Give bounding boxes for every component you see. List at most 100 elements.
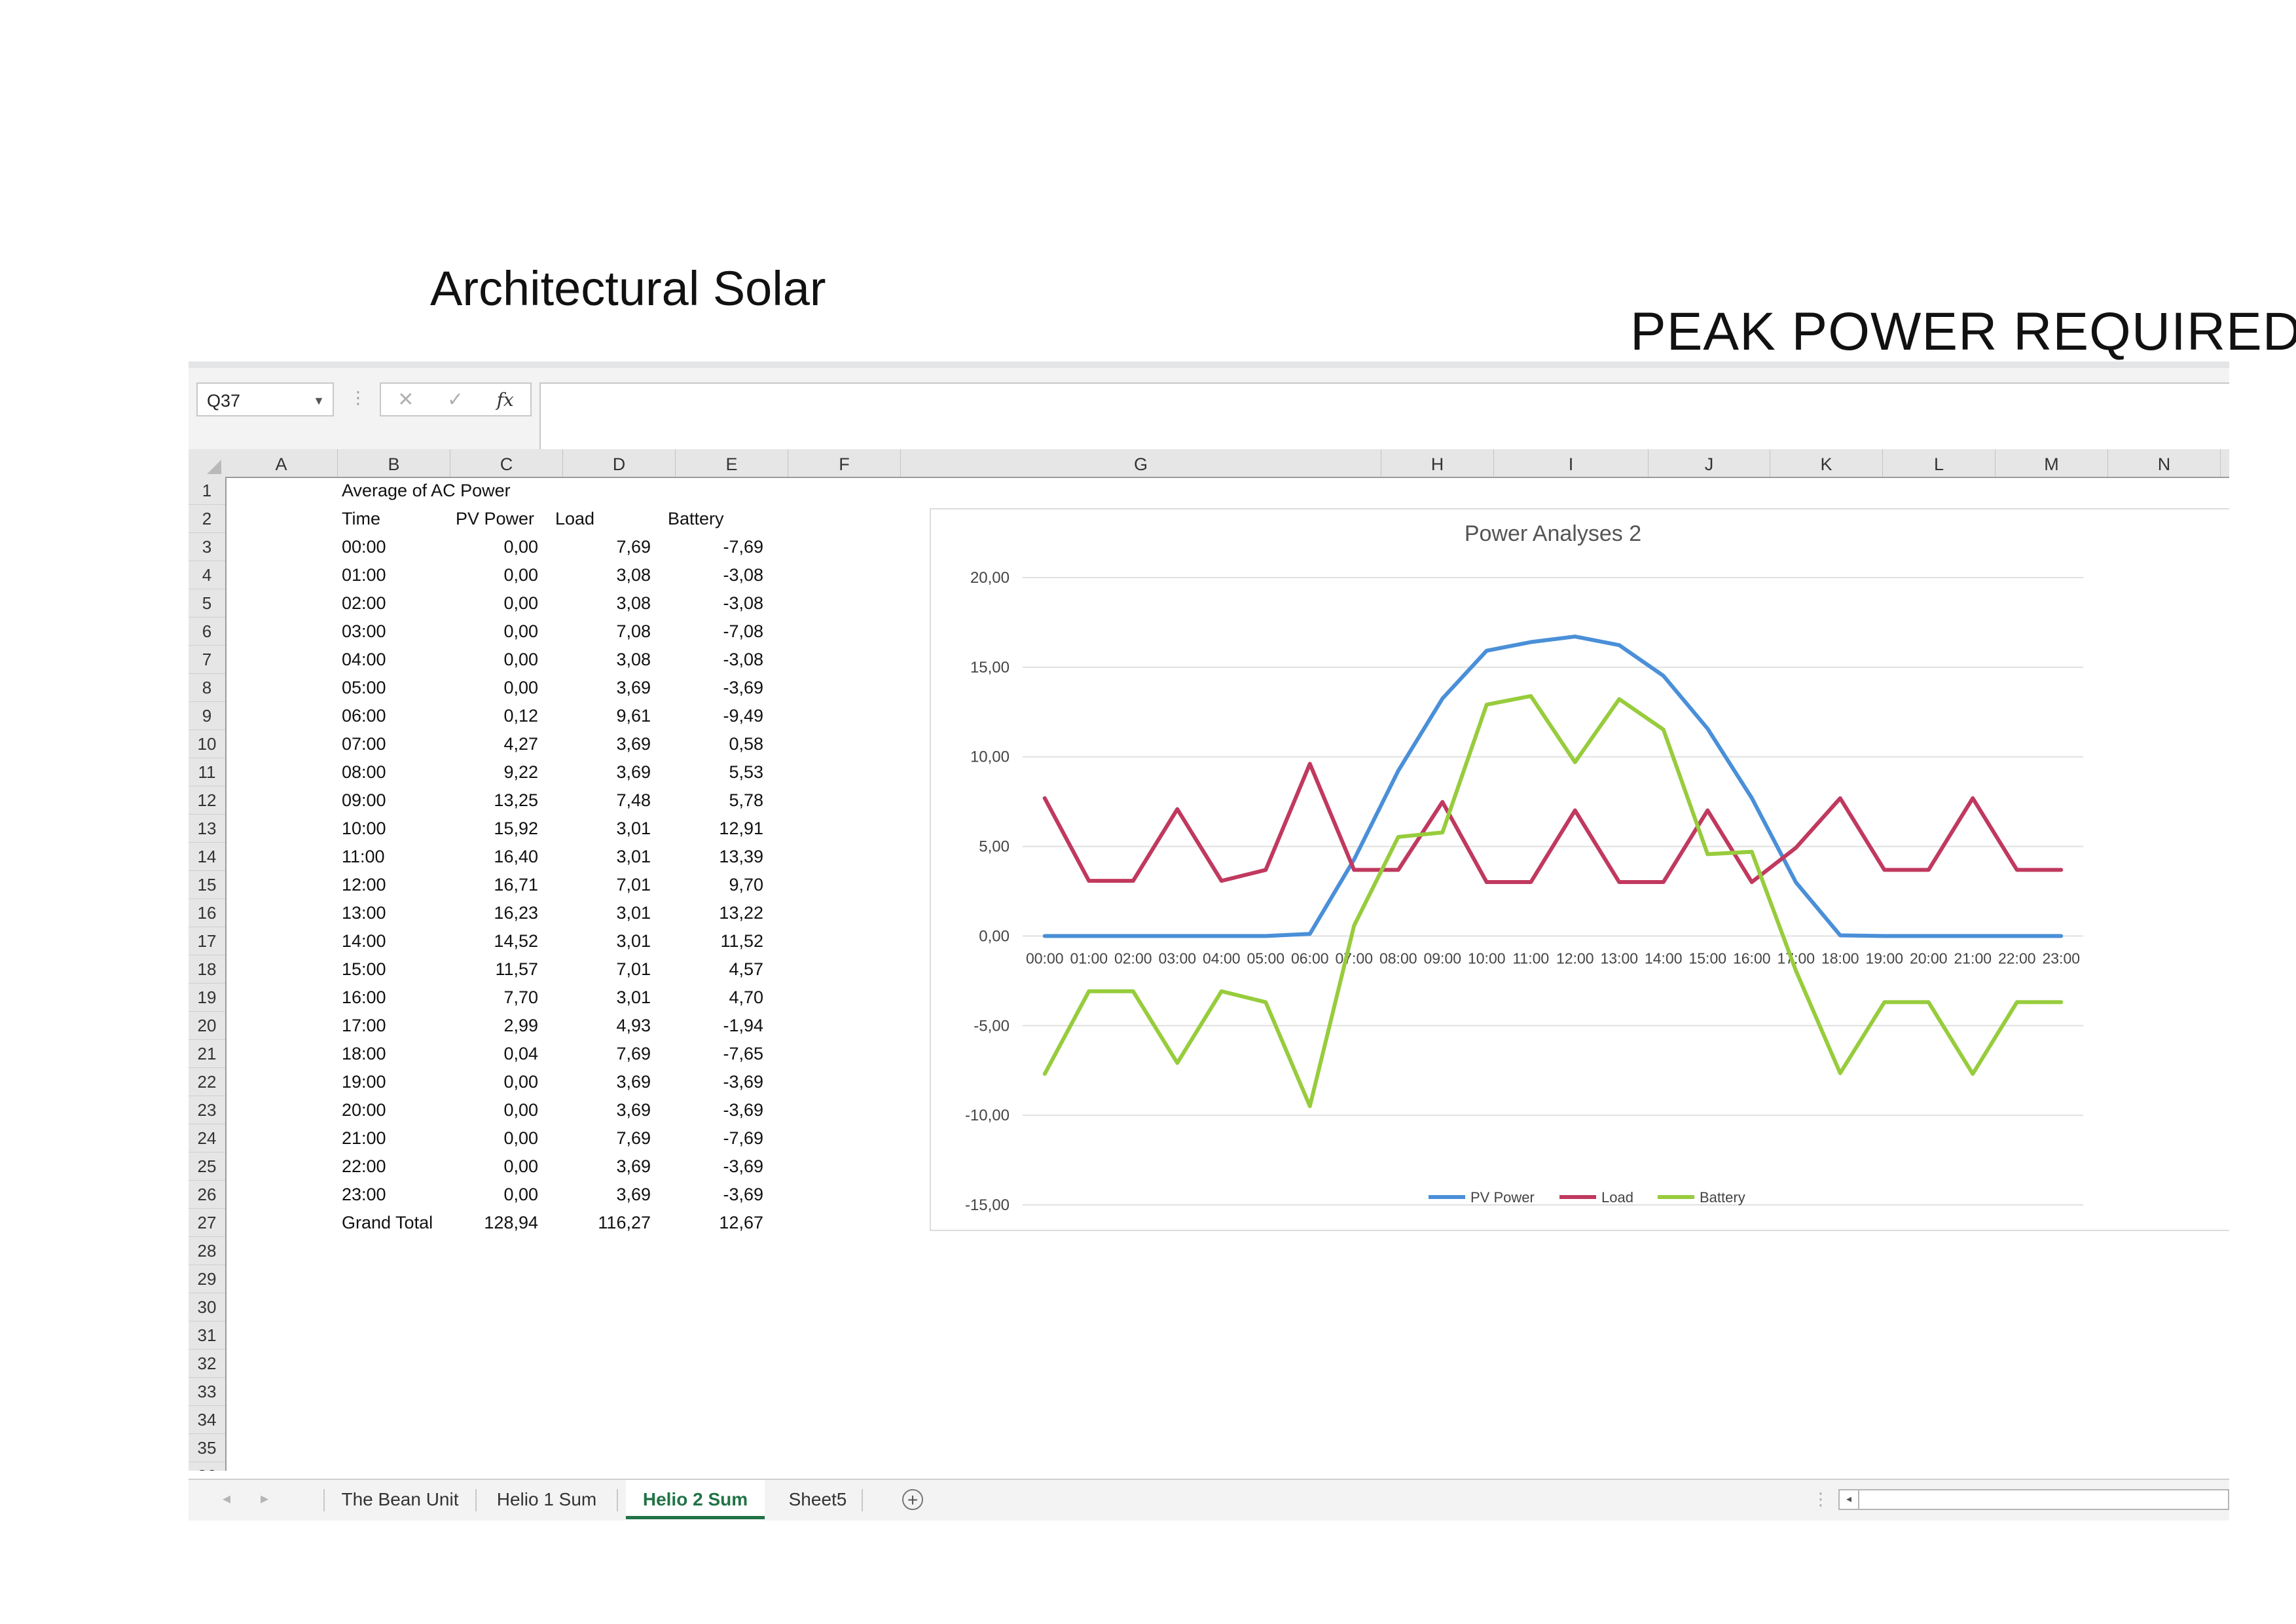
x-tick-label: 06:00 xyxy=(1291,950,1329,967)
row-header[interactable]: 26 xyxy=(189,1181,225,1209)
column-header[interactable]: F xyxy=(788,449,901,477)
legend-label: Battery xyxy=(1700,1189,1745,1206)
pivot-battery-cell: -3,69 xyxy=(723,1156,763,1176)
x-tick-label: 21:00 xyxy=(1954,950,1992,967)
row-header[interactable]: 25 xyxy=(189,1153,225,1181)
pivot-time-cell: 06:00 xyxy=(342,706,386,726)
select-all-button[interactable] xyxy=(189,449,226,478)
chevron-down-icon[interactable]: ▼ xyxy=(313,394,325,407)
tab-sheet5[interactable]: Sheet5 xyxy=(788,1489,847,1509)
row-header[interactable]: 7 xyxy=(189,646,225,674)
row-header[interactable]: 10 xyxy=(189,730,225,758)
column-header[interactable]: L xyxy=(1883,449,1995,477)
pivot-time-cell: 02:00 xyxy=(342,593,386,613)
row-header[interactable]: 1 xyxy=(189,477,225,505)
row-header[interactable]: 4 xyxy=(189,561,225,589)
row-header[interactable]: 17 xyxy=(189,927,225,955)
row-header[interactable]: 13 xyxy=(189,815,225,843)
scroll-left-icon[interactable]: ◂ xyxy=(1840,1490,1859,1509)
row-header[interactable]: 14 xyxy=(189,843,225,871)
column-header[interactable]: J xyxy=(1649,449,1770,477)
row-header[interactable]: 11 xyxy=(189,758,225,786)
row-header[interactable]: 28 xyxy=(189,1237,225,1265)
pivot-header: Load xyxy=(555,509,595,528)
column-header[interactable]: G xyxy=(901,449,1381,477)
row-header[interactable]: 35 xyxy=(189,1434,225,1462)
pivot-load-cell: 7,69 xyxy=(616,1128,651,1148)
cell-area[interactable]: Power Analyses 2 20,00 15,00 10,00 5,00 0,00 -… xyxy=(225,477,2229,1471)
close-icon[interactable]: ✕ xyxy=(397,388,414,411)
pivot-battery-cell: 4,57 xyxy=(729,959,763,979)
formula-input[interactable] xyxy=(539,382,2229,451)
pivot-load-cell: 3,01 xyxy=(616,903,651,923)
x-tick-label: 03:00 xyxy=(1158,950,1196,967)
check-icon[interactable]: ✓ xyxy=(446,388,464,411)
pivot-pv-cell: 0,00 xyxy=(503,678,538,697)
pivot-pv-cell: 0,00 xyxy=(503,1072,538,1092)
x-tick-label: 16:00 xyxy=(1733,950,1771,967)
row-header[interactable]: 30 xyxy=(189,1293,225,1321)
tab-helio-2-sum[interactable]: Helio 2 Sum xyxy=(626,1480,765,1519)
row-header[interactable]: 33 xyxy=(189,1378,225,1406)
chart-power-analyses[interactable]: Power Analyses 2 20,00 15,00 10,00 5,00 0,00 -… xyxy=(930,508,2229,1231)
plus-circle-icon[interactable]: + xyxy=(902,1489,923,1510)
tab-helio-1-sum[interactable]: Helio 1 Sum xyxy=(496,1489,597,1509)
horizontal-scrollbar[interactable]: ◂ xyxy=(1838,1489,2229,1510)
row-header[interactable]: 29 xyxy=(189,1265,225,1293)
row-header[interactable]: 6 xyxy=(189,618,225,646)
row-header[interactable]: 24 xyxy=(189,1124,225,1153)
row-header[interactable]: 12 xyxy=(189,786,225,815)
pivot-battery-cell: -7,08 xyxy=(723,621,763,641)
row-header[interactable]: 31 xyxy=(189,1321,225,1350)
pivot-total-label: Grand Total xyxy=(342,1213,433,1232)
column-header[interactable]: D xyxy=(563,449,676,477)
pivot-time-cell: 20:00 xyxy=(342,1100,386,1120)
row-header[interactable]: 16 xyxy=(189,899,225,927)
column-header[interactable]: K xyxy=(1770,449,1883,477)
row-header[interactable]: 36 xyxy=(189,1462,225,1471)
column-header[interactable]: H xyxy=(1381,449,1494,477)
column-header[interactable]: B xyxy=(338,449,450,477)
pivot-load-cell: 3,69 xyxy=(616,678,651,697)
row-header[interactable]: 21 xyxy=(189,1040,225,1068)
pivot-battery-cell: 12,91 xyxy=(719,819,763,838)
pivot-pv-cell: 0,00 xyxy=(503,650,538,669)
pivot-header: Battery xyxy=(668,509,724,528)
row-header[interactable]: 9 xyxy=(189,702,225,730)
chevron-left-icon[interactable]: ◂ xyxy=(223,1490,231,1507)
row-header[interactable]: 22 xyxy=(189,1068,225,1096)
row-header[interactable]: 32 xyxy=(189,1350,225,1378)
row-header[interactable]: 27 xyxy=(189,1209,225,1237)
row-header[interactable]: 5 xyxy=(189,589,225,618)
row-header[interactable]: 2 xyxy=(189,505,225,533)
pivot-load-cell: 3,01 xyxy=(616,847,651,866)
pivot-pv-cell: 0,00 xyxy=(503,621,538,641)
pivot-battery-cell: -3,69 xyxy=(723,1072,763,1092)
pivot-battery-cell: 13,22 xyxy=(719,903,763,923)
chevron-right-icon[interactable]: ▸ xyxy=(261,1490,269,1507)
pivot-load-cell: 3,69 xyxy=(616,1185,651,1204)
row-header[interactable]: 34 xyxy=(189,1406,225,1434)
row-header[interactable]: 18 xyxy=(189,955,225,984)
column-header[interactable]: I xyxy=(1494,449,1649,477)
row-header[interactable]: 23 xyxy=(189,1096,225,1124)
row-header[interactable]: 19 xyxy=(189,984,225,1012)
column-header[interactable]: E xyxy=(676,449,788,477)
row-header[interactable]: 3 xyxy=(189,533,225,561)
x-tick-label: 04:00 xyxy=(1203,950,1241,967)
column-header[interactable]: M xyxy=(1995,449,2108,477)
fx-icon[interactable]: fx xyxy=(496,388,514,411)
row-header[interactable]: 20 xyxy=(189,1012,225,1040)
row-header[interactable]: 8 xyxy=(189,674,225,702)
name-box[interactable]: Q37 ▼ xyxy=(196,382,334,416)
x-tick-label: 09:00 xyxy=(1423,950,1461,967)
row-header[interactable]: 15 xyxy=(189,871,225,899)
column-header[interactable]: N xyxy=(2108,449,2221,477)
pivot-battery-cell: -7,69 xyxy=(723,537,763,557)
tab-the-bean-unit[interactable]: The Bean Unit xyxy=(341,1489,459,1509)
column-header[interactable]: C xyxy=(450,449,563,477)
x-tick-label: 18:00 xyxy=(1821,950,1859,967)
column-header[interactable]: A xyxy=(225,449,338,477)
x-tick-label: 17:00 xyxy=(1777,950,1815,967)
pivot-load-cell: 3,08 xyxy=(616,593,651,613)
